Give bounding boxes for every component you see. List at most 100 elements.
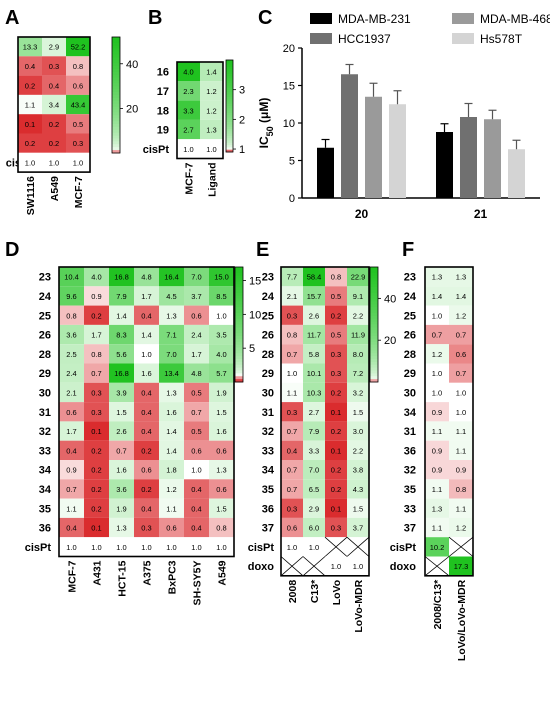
cell-value: 0.3 [73,139,83,148]
row-label: 17 [157,86,169,98]
panel-d: D 23 10.4 4.0 16.8 4.8 16.4 7.0 15.0 24 9.6 0.9 7.9 1… [5,239,261,605]
colorbar-segment [370,313,378,317]
heatmap-cell [425,363,449,383]
cell-value: 1.3 [116,524,126,533]
cell-value: 1.3 [456,273,466,282]
cell-value: 0.7 [456,369,466,378]
heatmap-cell [84,363,109,383]
row-label: 29 [262,368,274,380]
colorbar-segment [235,275,243,279]
colorbar-segment [112,80,120,84]
cell-value: 0.3 [287,408,297,417]
colorbar-segment [112,147,120,151]
cell-value: 1.1 [66,504,76,513]
row-label: 28 [404,349,416,361]
heatmap-cell [159,363,184,383]
cell-value: 1.2 [456,311,466,320]
colorbar-segment [235,341,243,346]
legend-swatch [452,13,474,24]
heatmap-cell [59,305,84,325]
heatmap-cell [425,440,449,460]
colorbar-tick-label: 3 [239,85,245,97]
row-label: 30 [404,387,416,399]
empty-cell-cross [302,556,326,577]
colorbar-segment [226,89,233,93]
cell-value: 13.3 [23,43,38,52]
row-label: 29 [404,368,416,380]
heatmap-cell [159,440,184,460]
heatmap-cell [134,479,159,499]
cell-value: 0.4 [66,446,76,455]
colorbar-segment [112,68,120,73]
heatmap-cell [449,305,473,325]
cell-value: 7.2 [353,369,363,378]
colorbar-segment [235,287,243,291]
heatmap-cell [303,382,325,403]
heatmap-cell [281,421,303,441]
heatmap-cell [109,498,134,518]
cell-value: 0.2 [331,388,341,397]
heatmap-cell [209,537,234,557]
colorbar-segment [226,83,233,86]
heatmap-cell [449,402,473,422]
colorbar-segment [235,350,243,354]
heatmap-frame [176,61,224,160]
colorbar-segment [112,63,120,67]
colorbar-segment [112,118,120,122]
heatmap-cell [325,305,347,325]
cell-value: 1.0 [141,350,151,359]
cell-value: 1.7 [191,350,201,359]
colorbar-segment [370,284,378,288]
colorbar-segment [226,122,233,125]
cell-value: 0.2 [49,120,59,129]
colorbar-segment [235,304,243,308]
heatmap-cell [347,479,369,499]
row-label: 36 [404,445,416,457]
row-label: 28 [39,349,51,361]
cell-value: 0.2 [91,311,101,320]
row-label: 23 [404,272,416,284]
colorbar-segment [112,57,120,61]
cell-value: 0.5 [191,388,201,397]
row-label: cisPt [390,542,417,554]
row-label: 31 [262,407,274,419]
heatmap-cell [281,286,303,306]
column-label: LoVo [331,580,343,605]
cell-value: 0.7 [432,331,442,340]
row-label: 24 [404,291,417,303]
heatmap-cell [449,363,473,383]
colorbar-segment [370,301,378,305]
empty-cell-cross [346,536,370,557]
cell-value: 11.9 [351,331,365,340]
colorbar-segment [112,144,120,148]
cell-value: 0.3 [91,408,101,417]
colorbar-segment [226,80,233,84]
heatmap-cell [425,267,449,287]
heatmap-cell [347,324,369,345]
colorbar-segment [226,145,233,148]
bar [508,149,525,198]
heatmap-cell [347,460,369,480]
cell-value: 0.6 [66,408,76,417]
cell-value: 10.1 [307,369,322,378]
cell-value: 0.4 [191,485,201,494]
heatmap-cell [184,267,209,287]
colorbar-segment [112,100,120,105]
cell-value: 0.7 [287,427,297,436]
colorbar-segment [112,126,120,131]
colorbar-segment [370,321,378,325]
cell-value: 3.9 [116,388,126,397]
heatmap-frame [424,266,474,577]
colorbar-segment [370,336,378,340]
heatmap-cell [209,305,234,325]
cell-value: 4.0 [216,350,226,359]
heatmap-cell [281,267,303,287]
panel-label: E [256,239,269,261]
cell-value: 3.6 [66,331,76,340]
cell-value: 0.6 [287,524,297,533]
column-label: LoVo/LoVo-MDR [456,579,468,661]
column-label: MCF-7 [184,162,196,194]
heatmap-cell [59,421,84,441]
heatmap-cell [347,421,369,441]
colorbar-segment [370,287,378,291]
